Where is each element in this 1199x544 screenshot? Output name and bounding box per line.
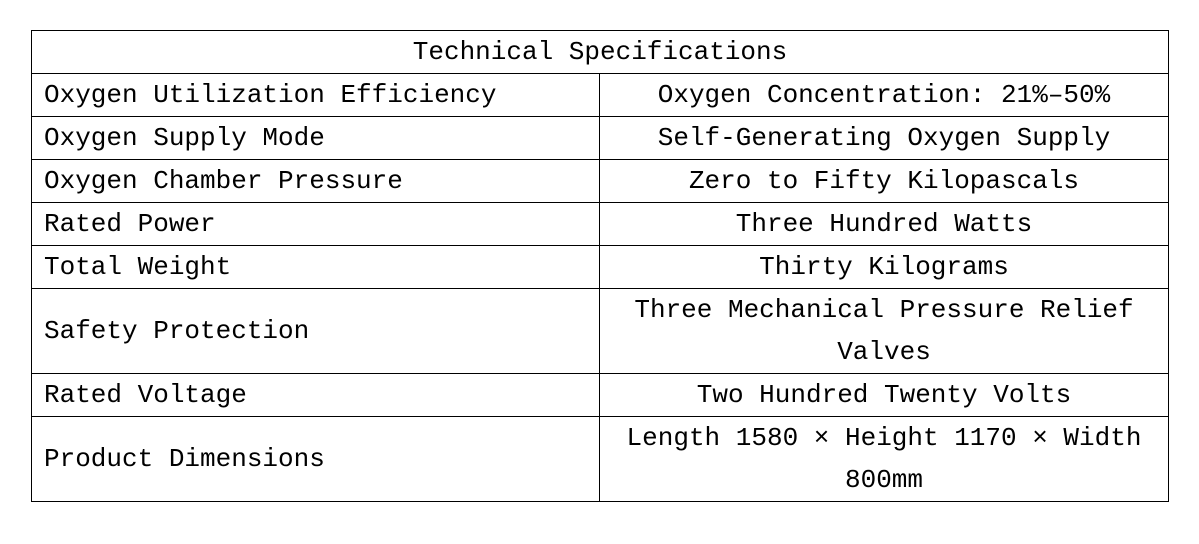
spec-row: Safety Protection Three Mechanical Pressu… [31, 288, 1169, 374]
table-body: Technical Specifications Oxygen Utilizat… [31, 30, 1169, 502]
spec-row: Rated Voltage Two Hundred Twenty Volts [31, 373, 1169, 417]
spec-value: Length 1580 × Height 1170 × Width 800mm [599, 416, 1169, 502]
spec-value: Three Mechanical Pressure Relief Valves [599, 288, 1169, 374]
spec-value: Two Hundred Twenty Volts [599, 373, 1169, 417]
spec-row: Oxygen Supply Mode Self-Generating Oxygen… [31, 116, 1169, 160]
spec-label: Oxygen Utilization Efficiency [31, 73, 600, 117]
spec-row: Oxygen Chamber Pressure Zero to Fifty Kil… [31, 159, 1169, 203]
spec-label: Total Weight [31, 245, 600, 289]
spec-label: Rated Voltage [31, 373, 600, 417]
spec-value: Self-Generating Oxygen Supply [599, 116, 1169, 160]
spec-label: Safety Protection [31, 288, 600, 374]
spec-label: Oxygen Chamber Pressure [31, 159, 600, 203]
spec-table: Technical Specifications Oxygen Utilizat… [31, 30, 1169, 502]
table-title: Technical Specifications [31, 30, 1169, 74]
spec-row: Total Weight Thirty Kilograms [31, 245, 1169, 289]
title-row: Technical Specifications [31, 30, 1169, 74]
spec-label: Product Dimensions [31, 416, 600, 502]
spec-value: Three Hundred Watts [599, 202, 1169, 246]
spec-label: Oxygen Supply Mode [31, 116, 600, 160]
spec-label: Rated Power [31, 202, 600, 246]
spec-value: Oxygen Concentration: 21%–50% [599, 73, 1169, 117]
spec-row: Oxygen Utilization Efficiency Oxygen Conc… [31, 73, 1169, 117]
spec-row: Product Dimensions Length 1580 × Height 1… [31, 416, 1169, 502]
spec-row: Rated Power Three Hundred Watts [31, 202, 1169, 246]
spec-value: Zero to Fifty Kilopascals [599, 159, 1169, 203]
spec-value: Thirty Kilograms [599, 245, 1169, 289]
